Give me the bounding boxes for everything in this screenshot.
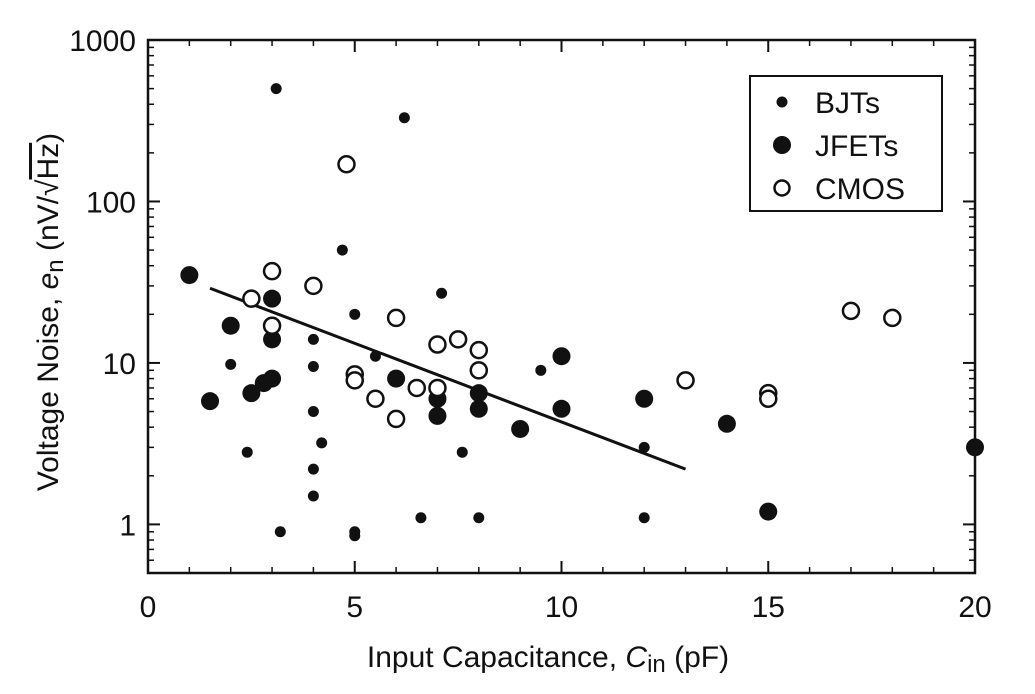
point-bjts: [241, 446, 253, 458]
point-cmos: [337, 155, 356, 174]
point-cmos: [428, 378, 447, 398]
y-axis-title-radical: √: [32, 179, 65, 196]
y-axis-ticks: 1 10 100 1000: [69, 25, 975, 574]
x-axis-title-symbol: C: [625, 641, 647, 674]
point-jfets: [552, 347, 571, 366]
legend-label-jfets: JFETs: [815, 130, 898, 163]
point-bjts: [307, 333, 319, 345]
point-jfets: [254, 374, 273, 393]
point-bjts: [638, 441, 650, 453]
point-cmos: [262, 261, 282, 281]
point-jfets: [552, 399, 571, 418]
point-bjts: [316, 437, 328, 449]
point-cmos: [407, 378, 427, 398]
y-tick-label: 1000: [69, 25, 136, 58]
point-jfets: [221, 316, 240, 335]
point-cmos: [469, 361, 489, 380]
point-bjts: [307, 490, 319, 502]
point-cmos: [448, 330, 468, 349]
point-bjts: [369, 350, 381, 362]
y-axis-title: Voltage Noise, en (nV/√Hz): [32, 133, 69, 491]
point-jfets: [387, 369, 406, 388]
point-bjts: [307, 463, 319, 475]
point-cmos: [366, 389, 385, 409]
legend: BJTs JFETs CMOS: [749, 75, 943, 212]
x-axis-title: Input Capacitance, Cin (pF): [367, 641, 729, 678]
y-axis-title-unit-open: (nV/: [32, 195, 65, 259]
point-bjts: [349, 308, 361, 320]
point-jfets: [180, 266, 199, 285]
x-axis-ticks: 0 5 10 15 20: [140, 40, 992, 624]
point-cmos: [759, 389, 778, 409]
y-tick-label: 10: [103, 348, 136, 381]
point-cmos: [345, 371, 364, 390]
data-points: [180, 83, 984, 542]
point-bjts: [349, 530, 361, 542]
point-cmos: [386, 308, 406, 328]
point-cmos: [469, 340, 489, 360]
point-jfets: [511, 419, 530, 438]
y-axis-title-subscript: n: [42, 259, 69, 272]
point-jfets: [966, 438, 984, 457]
point-bjts: [225, 358, 237, 370]
point-cmos: [428, 335, 447, 354]
point-bjts: [307, 406, 319, 418]
point-bjts: [638, 512, 650, 524]
y-tick-label: 1: [119, 509, 136, 542]
x-tick-label: 0: [140, 591, 157, 624]
x-tick-label: 20: [958, 591, 991, 624]
trend-line: [209, 286, 687, 471]
legend-marker-bjts: [776, 96, 788, 108]
point-bjts: [398, 112, 410, 124]
legend-label-cmos: CMOS: [815, 173, 905, 206]
point-cmos: [304, 276, 323, 296]
point-bjts: [274, 526, 286, 538]
point-jfets: [469, 399, 488, 418]
y-axis-title-unit-close: ): [32, 133, 65, 143]
point-jfets: [759, 502, 778, 521]
point-cmos: [262, 316, 282, 335]
point-cmos: [676, 371, 695, 390]
trend-line-group: [209, 286, 687, 471]
point-jfets: [201, 392, 220, 411]
point-cmos: [242, 289, 261, 308]
point-bjts: [473, 512, 485, 524]
point-bjts: [436, 287, 448, 299]
point-jfets: [428, 406, 447, 425]
x-tick-label: 15: [752, 591, 785, 624]
point-jfets: [263, 330, 282, 349]
point-jfets: [717, 414, 736, 433]
point-cmos: [386, 409, 406, 429]
point-cmos: [841, 301, 861, 321]
x-tick-label: 5: [346, 591, 363, 624]
y-axis-title-radicand: Hz: [32, 143, 65, 180]
x-axis-title-subscript: in: [647, 651, 666, 678]
point-bjts: [415, 512, 427, 524]
point-bjts: [336, 244, 348, 256]
point-jfets: [263, 289, 282, 308]
legend-label-bjts: BJTs: [815, 87, 880, 120]
y-axis-title-symbol: e: [32, 273, 65, 290]
x-tick-label: 10: [545, 591, 578, 624]
point-jfets: [469, 384, 488, 403]
y-tick-label: 100: [86, 186, 136, 219]
point-jfets: [242, 384, 261, 403]
point-jfets: [635, 389, 654, 408]
point-bjts: [456, 446, 468, 458]
point-cmos: [883, 308, 902, 328]
y-axis-title-prefix: Voltage Noise,: [32, 289, 65, 491]
x-axis-title-prefix: Input Capacitance,: [367, 641, 626, 674]
legend-marker-cmos: [773, 179, 791, 197]
point-bjts: [307, 361, 319, 373]
point-bjts: [535, 364, 547, 376]
point-bjts: [270, 83, 282, 95]
x-axis-title-unit: (pF): [666, 641, 729, 674]
legend-marker-jfets: [773, 136, 791, 154]
